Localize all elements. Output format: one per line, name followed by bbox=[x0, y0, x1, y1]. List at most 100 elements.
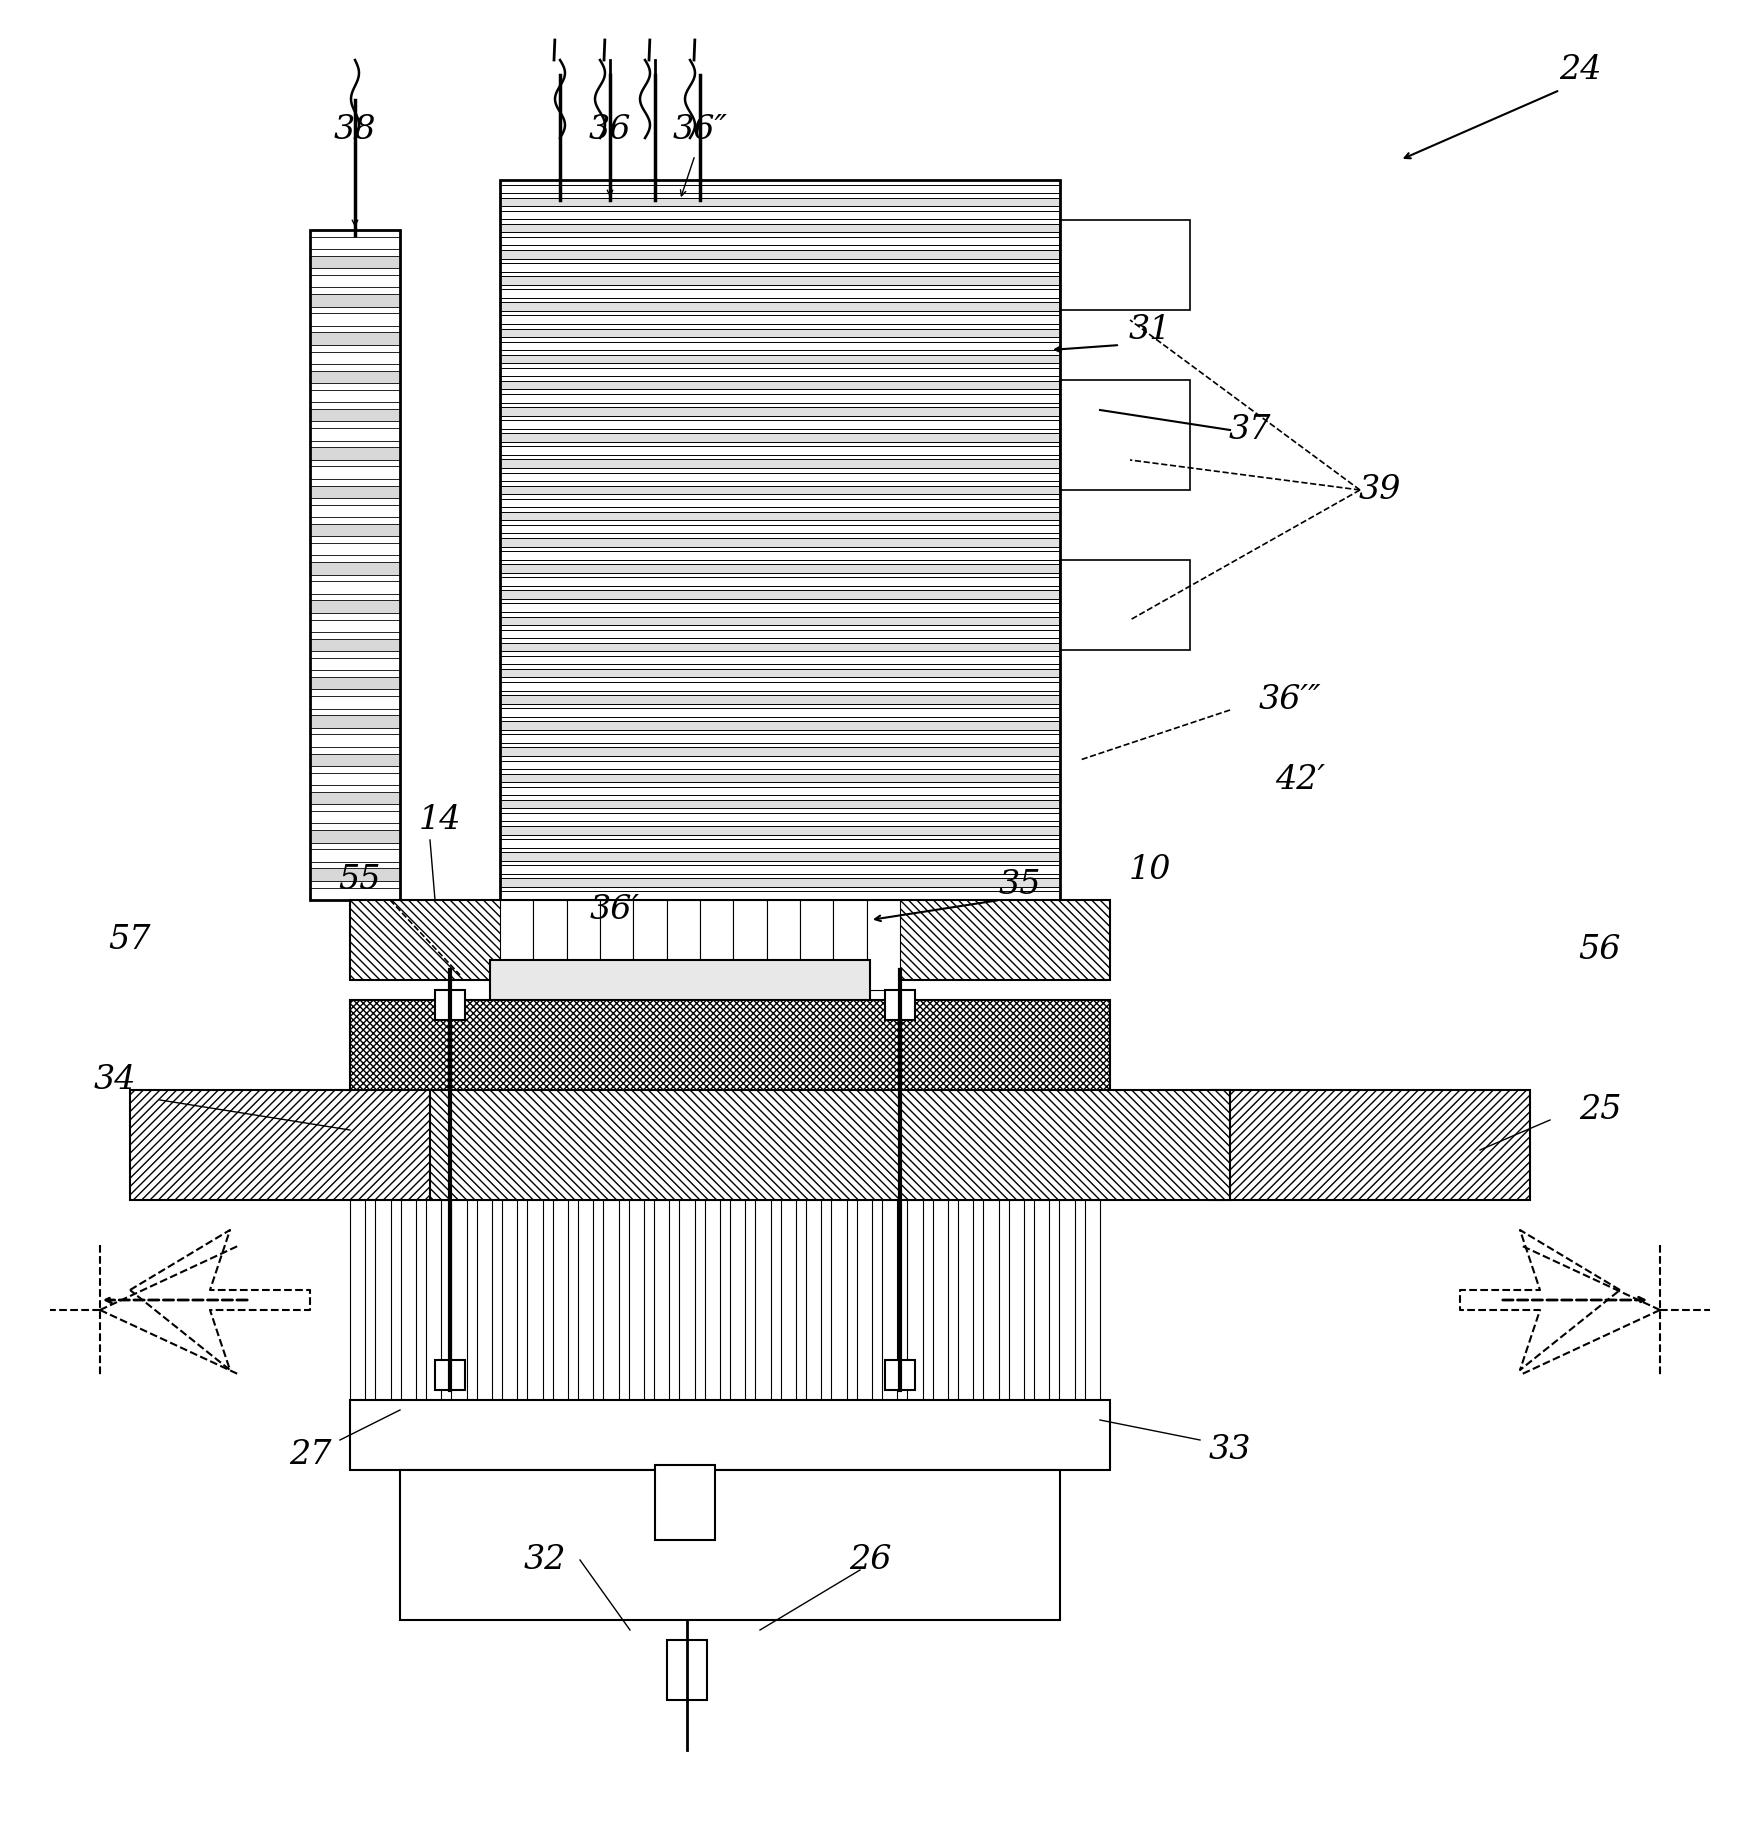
Bar bbox=[503, 1200, 517, 1399]
Bar bbox=[401, 1469, 1059, 1620]
Bar bbox=[499, 486, 1059, 493]
Bar bbox=[309, 525, 401, 536]
Bar bbox=[499, 250, 1059, 258]
Bar bbox=[499, 263, 1059, 272]
Bar bbox=[309, 887, 401, 900]
Text: 37: 37 bbox=[1228, 414, 1270, 446]
Bar bbox=[499, 499, 1059, 508]
Bar bbox=[499, 525, 1059, 534]
Bar bbox=[831, 1200, 847, 1399]
Bar bbox=[633, 900, 666, 990]
Bar bbox=[499, 355, 1059, 363]
Bar bbox=[499, 604, 1059, 611]
Bar bbox=[499, 735, 1059, 744]
Bar bbox=[499, 839, 1059, 847]
Bar bbox=[882, 1200, 896, 1399]
Bar bbox=[766, 900, 799, 990]
Bar bbox=[655, 1465, 715, 1541]
Text: 36″: 36″ bbox=[673, 114, 727, 145]
Bar bbox=[309, 274, 401, 287]
Bar bbox=[856, 1200, 871, 1399]
Bar bbox=[527, 1200, 543, 1399]
Bar bbox=[499, 827, 1059, 834]
Bar bbox=[1059, 560, 1189, 650]
Bar bbox=[309, 849, 401, 862]
Bar bbox=[350, 1200, 365, 1399]
Bar bbox=[499, 407, 1059, 416]
Bar bbox=[499, 865, 1059, 874]
Bar bbox=[499, 538, 1059, 547]
Bar bbox=[780, 1200, 796, 1399]
Bar bbox=[350, 1000, 1109, 1101]
Bar bbox=[699, 900, 733, 990]
Text: 35: 35 bbox=[998, 869, 1040, 900]
Bar bbox=[499, 655, 1059, 665]
Bar bbox=[578, 1200, 592, 1399]
Bar bbox=[309, 639, 401, 652]
Bar bbox=[629, 1200, 643, 1399]
Bar bbox=[499, 786, 1059, 795]
Bar bbox=[499, 180, 1059, 900]
Bar bbox=[499, 578, 1059, 585]
Bar bbox=[729, 1200, 745, 1399]
Bar bbox=[499, 302, 1059, 311]
Bar bbox=[499, 289, 1059, 298]
Bar bbox=[499, 878, 1059, 887]
Bar bbox=[499, 722, 1059, 729]
Bar bbox=[309, 313, 401, 326]
Bar bbox=[490, 959, 870, 1000]
Bar bbox=[309, 237, 401, 249]
Bar bbox=[309, 352, 401, 365]
Bar bbox=[309, 562, 401, 574]
Text: 24: 24 bbox=[1558, 53, 1601, 87]
Bar bbox=[309, 677, 401, 689]
Bar bbox=[884, 990, 914, 1020]
Bar bbox=[499, 237, 1059, 245]
Bar bbox=[309, 504, 401, 517]
Bar bbox=[499, 630, 1059, 639]
Bar bbox=[309, 447, 401, 460]
Text: 56: 56 bbox=[1578, 933, 1620, 967]
Text: 39: 39 bbox=[1358, 473, 1400, 506]
Bar bbox=[430, 1090, 1230, 1200]
Bar bbox=[309, 735, 401, 747]
Bar bbox=[499, 668, 1059, 677]
Bar bbox=[603, 1200, 618, 1399]
Bar bbox=[499, 747, 1059, 757]
Bar bbox=[309, 466, 401, 479]
Bar bbox=[499, 512, 1059, 521]
Text: 57: 57 bbox=[109, 924, 151, 955]
Bar bbox=[499, 591, 1059, 598]
Bar bbox=[499, 368, 1059, 376]
Bar bbox=[309, 333, 401, 344]
Bar bbox=[499, 696, 1059, 703]
Bar bbox=[1009, 1200, 1023, 1399]
Bar bbox=[833, 900, 866, 990]
Bar bbox=[499, 617, 1059, 626]
Bar bbox=[309, 230, 401, 900]
Bar bbox=[666, 900, 699, 990]
Bar bbox=[678, 1200, 694, 1399]
Bar bbox=[499, 852, 1059, 862]
Bar bbox=[309, 582, 401, 593]
Bar bbox=[499, 681, 1059, 690]
Bar bbox=[434, 1360, 466, 1390]
Bar bbox=[799, 900, 833, 990]
Text: 36′″: 36′″ bbox=[1258, 685, 1321, 716]
Bar bbox=[452, 1200, 466, 1399]
Bar bbox=[309, 812, 401, 823]
Bar bbox=[309, 830, 401, 843]
Text: 31: 31 bbox=[1128, 315, 1170, 346]
Bar bbox=[309, 409, 401, 422]
Bar bbox=[309, 295, 401, 307]
Bar bbox=[907, 1200, 922, 1399]
Bar bbox=[309, 696, 401, 709]
Text: 27: 27 bbox=[288, 1440, 330, 1471]
Bar bbox=[350, 1399, 1109, 1469]
Bar bbox=[982, 1200, 998, 1399]
Bar bbox=[1059, 221, 1189, 309]
Bar bbox=[499, 709, 1059, 716]
Bar bbox=[499, 473, 1059, 481]
Bar bbox=[884, 1360, 914, 1390]
Bar bbox=[350, 900, 1109, 979]
